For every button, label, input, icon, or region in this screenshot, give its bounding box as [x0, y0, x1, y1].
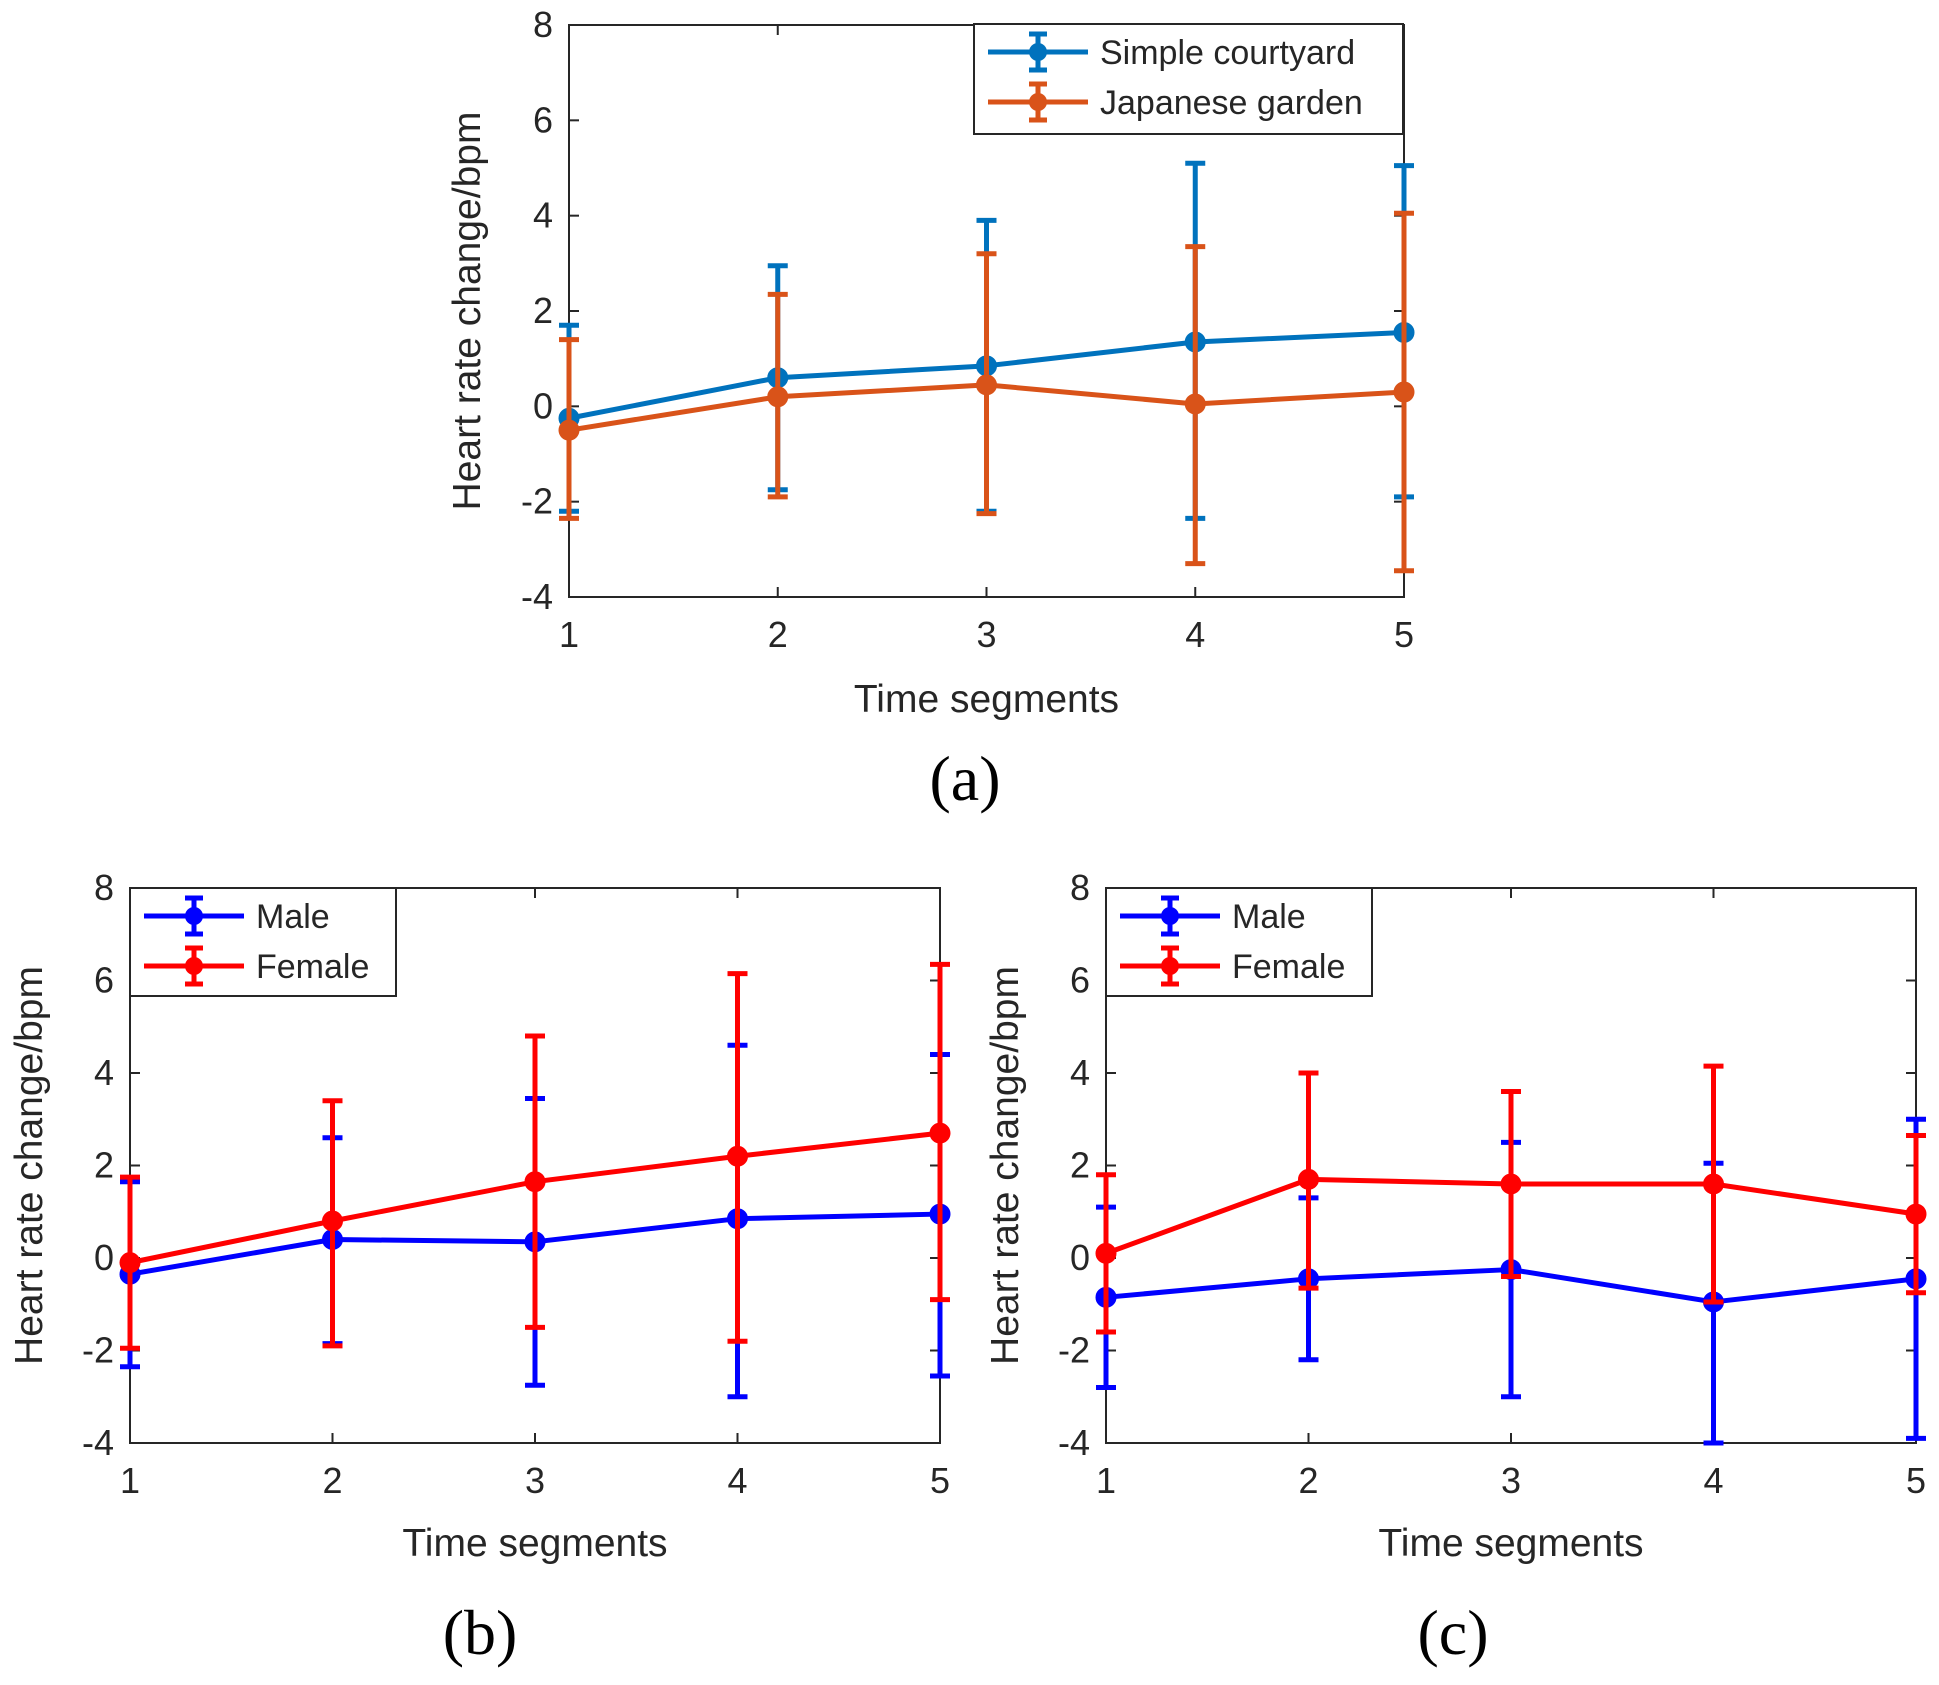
legend-label: Japanese garden [1100, 84, 1363, 122]
x-axis-label: Time segments [1378, 1522, 1643, 1565]
chart-panel-b: 1 2 3 4 5 -4 -2 0 2 4 6 8 Time segments Heart rate ch… [8, 867, 951, 1668]
y-tick-label: 6 [94, 960, 114, 1001]
y-tick-label: 8 [533, 4, 553, 45]
data-point [1184, 393, 1206, 415]
y-tick-label: -4 [1058, 1422, 1090, 1463]
chart-panel-c: 1 2 3 4 5 -4 -2 0 2 4 6 8 Time segments Heart rate ch… [984, 867, 1927, 1668]
y-tick-label: 2 [533, 290, 553, 331]
x-tick-label: 2 [768, 614, 788, 655]
x-tick-label: 3 [976, 614, 996, 655]
y-tick-label: -4 [82, 1422, 114, 1463]
x-tick-label: 4 [727, 1460, 747, 1501]
series-female [119, 961, 951, 1351]
data-point [558, 419, 580, 441]
x-axis-label: Time segments [402, 1522, 667, 1565]
y-tick-label: 4 [1070, 1052, 1090, 1093]
x-axis-label: Time segments [854, 678, 1119, 721]
legend-box [973, 23, 1404, 135]
panel-caption: (b) [443, 1597, 518, 1668]
x-tick-label: 2 [322, 1460, 342, 1501]
data-point [767, 386, 789, 408]
y-tick-label: 0 [94, 1237, 114, 1278]
y-tick-label: 0 [533, 385, 553, 426]
x-tick-label: 5 [1394, 614, 1414, 655]
x-tick-label: 2 [1298, 1460, 1318, 1501]
x-tick-label: 4 [1703, 1460, 1723, 1501]
y-tick-label: 0 [1070, 1237, 1090, 1278]
y-tick-label: 6 [1070, 960, 1090, 1001]
chart-panel-a: 1 2 3 4 5 -4 -2 0 2 4 6 8 Time segments Heart rate ch… [446, 4, 1415, 814]
legend-marker [1161, 907, 1179, 925]
data-point [1703, 1173, 1724, 1195]
y-tick-label: 8 [94, 867, 114, 908]
data-point [1298, 1168, 1319, 1190]
legend-marker [185, 957, 203, 975]
series-female [1095, 1063, 1927, 1335]
x-tick-label: 3 [525, 1460, 545, 1501]
x-tick-label: 1 [1096, 1460, 1116, 1501]
data-point [524, 1171, 546, 1193]
y-axis-label: Heart rate change/bpm [984, 966, 1027, 1365]
y-axis-label: Heart rate change/bpm [8, 966, 51, 1365]
y-tick-label: 6 [533, 99, 553, 140]
x-tick-label: 1 [559, 614, 579, 655]
legend-marker [1161, 957, 1179, 975]
y-tick-label: 4 [94, 1052, 114, 1093]
data-point [976, 374, 997, 396]
data-point [929, 1122, 951, 1144]
legend-label: Male [1232, 898, 1306, 936]
y-axis-label: Heart rate change/bpm [446, 112, 489, 511]
x-tick-label: 5 [1906, 1460, 1926, 1501]
y-tick-label: -2 [82, 1330, 114, 1371]
x-tick-label: 1 [120, 1460, 140, 1501]
data-point [727, 1145, 748, 1167]
y-tick-label: -4 [521, 576, 553, 617]
panel-caption: (a) [929, 743, 1000, 814]
legend-marker [1029, 43, 1047, 61]
x-tick-label: 4 [1185, 614, 1205, 655]
legend-marker [1029, 93, 1047, 111]
y-tick-label: 4 [533, 195, 553, 236]
y-tick-label: 2 [1070, 1145, 1090, 1186]
panel-caption: (c) [1417, 1597, 1488, 1668]
x-tick-label: 3 [1501, 1460, 1521, 1501]
y-tick-label: -2 [521, 481, 553, 522]
legend: Male Female [1105, 887, 1373, 997]
y-tick-label: 8 [1070, 867, 1090, 908]
legend-marker [185, 907, 203, 925]
data-point [1905, 1203, 1927, 1225]
data-point [322, 1210, 343, 1232]
x-tick-label: 5 [930, 1460, 950, 1501]
y-tick-label: -2 [1058, 1330, 1090, 1371]
legend-label: Female [256, 948, 369, 986]
legend-box [129, 887, 397, 997]
data-point [119, 1252, 141, 1274]
legend-label: Simple courtyard [1100, 34, 1355, 72]
y-tick-label: 2 [94, 1145, 114, 1186]
data-point [1393, 381, 1415, 403]
legend-label: Female [1232, 948, 1345, 986]
data-point [1095, 1242, 1117, 1264]
data-point [1500, 1173, 1522, 1195]
legend-box [1105, 887, 1373, 997]
legend: Male Female [129, 887, 397, 997]
legend-label: Male [256, 898, 330, 936]
legend: Simple courtyard Japanese garden [973, 23, 1404, 135]
series-japanese-garden [558, 210, 1415, 574]
